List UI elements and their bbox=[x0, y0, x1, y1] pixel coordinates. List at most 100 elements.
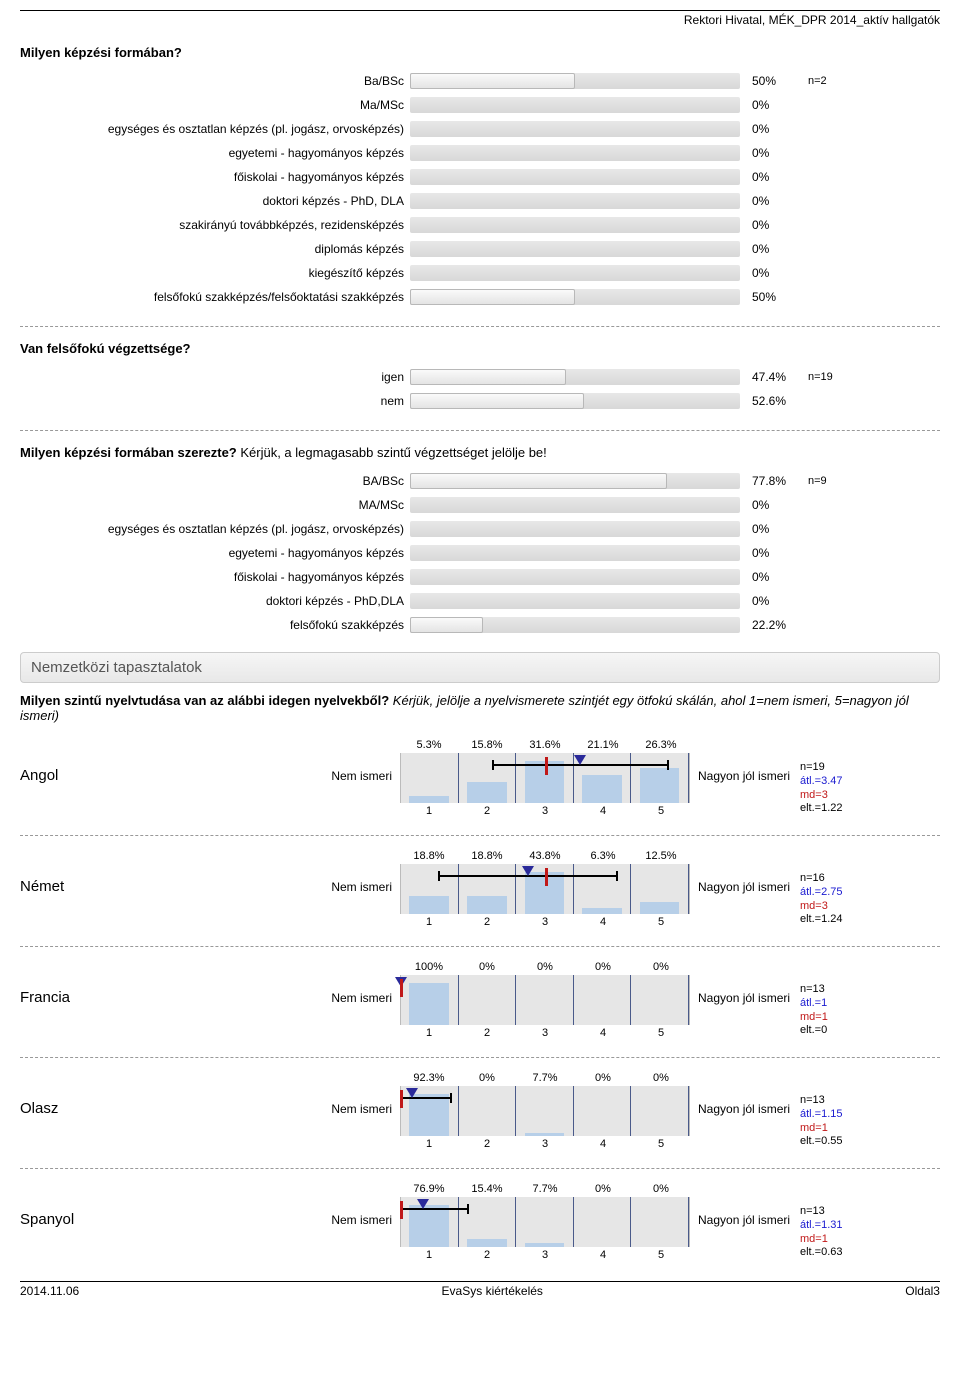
lang-block: AngolNem ismeri5.3%15.8%31.6%21.1%26.3%1… bbox=[20, 739, 940, 817]
stat-dev: elt.=0.55 bbox=[800, 1135, 900, 1149]
bar-row: igen47.4%n=19 bbox=[20, 366, 940, 388]
stat-mean: átl.=1.31 bbox=[800, 1219, 900, 1233]
scale-right-label: Nagyon jól ismeri bbox=[690, 1072, 800, 1116]
lang-stats: n=13átl.=1md=1elt.=0 bbox=[800, 961, 900, 1038]
hist-cell bbox=[574, 975, 632, 1025]
hist-cell bbox=[459, 864, 517, 914]
stat-n: n=13 bbox=[800, 1094, 900, 1108]
bar-note: n=19 bbox=[800, 371, 833, 383]
lang-axis: 12345 bbox=[400, 1138, 690, 1150]
axis-tick: 2 bbox=[458, 1249, 516, 1261]
axis-tick: 2 bbox=[458, 805, 516, 817]
stat-mean: átl.=3.47 bbox=[800, 775, 900, 789]
bar-label: főiskolai - hagyományos képzés bbox=[20, 570, 410, 584]
bar-fill bbox=[410, 473, 667, 489]
lang-name: Francia bbox=[20, 961, 140, 1006]
divider bbox=[20, 946, 940, 947]
hist-cell bbox=[459, 975, 517, 1025]
q2-rows: igen47.4%n=19nem52.6% bbox=[20, 366, 940, 412]
bar-pct: 0% bbox=[740, 194, 800, 208]
hist-bar bbox=[409, 896, 449, 914]
bar-track bbox=[410, 217, 740, 233]
lang-pct: 15.4% bbox=[458, 1183, 516, 1197]
lang-pct: 21.1% bbox=[574, 739, 632, 753]
bar-row: Ba/BSc50%n=2 bbox=[20, 70, 940, 92]
lang-pct: 92.3% bbox=[400, 1072, 458, 1086]
bar-pct: 22.2% bbox=[740, 618, 800, 632]
lang-axis: 12345 bbox=[400, 1027, 690, 1039]
bar-track bbox=[410, 473, 740, 489]
bar-pct: 0% bbox=[740, 522, 800, 536]
lang-pct: 0% bbox=[632, 1183, 690, 1197]
scale-left-label: Nem ismeri bbox=[140, 739, 400, 783]
bar-note: n=9 bbox=[800, 475, 827, 487]
divider bbox=[20, 835, 940, 836]
bar-track bbox=[410, 593, 740, 609]
intro-text: Milyen szintű nyelvtudása van az alábbi … bbox=[20, 693, 940, 723]
mean-marker bbox=[406, 1088, 418, 1098]
lang-pct: 43.8% bbox=[516, 850, 574, 864]
lang-row: NémetNem ismeri18.8%18.8%43.8%6.3%12.5%1… bbox=[20, 850, 940, 928]
lang-chart: 100%0%0%0%0%12345 bbox=[400, 961, 690, 1039]
lang-name: Olasz bbox=[20, 1072, 140, 1117]
hist-bar bbox=[525, 1133, 565, 1137]
lang-row: SpanyolNem ismeri76.9%15.4%7.7%0%0%12345… bbox=[20, 1183, 940, 1261]
hist-bar bbox=[640, 902, 680, 914]
hist-bar bbox=[409, 983, 449, 1025]
axis-tick: 1 bbox=[400, 1027, 458, 1039]
hist-cell bbox=[631, 864, 689, 914]
bar-pct: 0% bbox=[740, 122, 800, 136]
bar-pct: 0% bbox=[740, 498, 800, 512]
lang-row: FranciaNem ismeri100%0%0%0%0%12345Nagyon… bbox=[20, 961, 940, 1039]
lang-chart: 18.8%18.8%43.8%6.3%12.5%12345 bbox=[400, 850, 690, 928]
hist-cell bbox=[459, 753, 517, 803]
footer-page: Oldal3 bbox=[905, 1284, 940, 1298]
hist-bar bbox=[409, 1094, 449, 1136]
stat-median: md=3 bbox=[800, 789, 900, 803]
bar-label: felsőfokú szakképzés bbox=[20, 618, 410, 632]
bar-pct: 52.6% bbox=[740, 394, 800, 408]
lang-block: FranciaNem ismeri100%0%0%0%0%12345Nagyon… bbox=[20, 961, 940, 1039]
lang-pct: 31.6% bbox=[516, 739, 574, 753]
bar-fill bbox=[410, 369, 566, 385]
hist-bar bbox=[640, 768, 680, 803]
bar-pct: 47.4% bbox=[740, 370, 800, 384]
scale-left-label: Nem ismeri bbox=[140, 1183, 400, 1227]
scale-right-label: Nagyon jól ismeri bbox=[690, 850, 800, 894]
lang-pct: 0% bbox=[632, 1072, 690, 1086]
bar-label: főiskolai - hagyományos képzés bbox=[20, 170, 410, 184]
stat-mean: átl.=1.15 bbox=[800, 1108, 900, 1122]
hist-cell bbox=[401, 1197, 459, 1247]
bar-pct: 0% bbox=[740, 546, 800, 560]
stat-mean: átl.=2.75 bbox=[800, 886, 900, 900]
lang-histogram bbox=[400, 975, 690, 1025]
stat-dev: elt.=1.24 bbox=[800, 913, 900, 927]
bar-label: kiegészítő képzés bbox=[20, 266, 410, 280]
bar-row: felsőfokú szakképzés/felsőoktatási szakk… bbox=[20, 286, 940, 308]
axis-tick: 2 bbox=[458, 916, 516, 928]
lang-pct-row: 5.3%15.8%31.6%21.1%26.3% bbox=[400, 739, 690, 753]
lang-histogram bbox=[400, 753, 690, 803]
lang-pct-row: 76.9%15.4%7.7%0%0% bbox=[400, 1183, 690, 1197]
bar-pct: 50% bbox=[740, 290, 800, 304]
lang-pct: 0% bbox=[574, 961, 632, 975]
bar-note: n=2 bbox=[800, 75, 827, 87]
bar-track bbox=[410, 265, 740, 281]
bar-fill bbox=[410, 393, 584, 409]
stat-median: md=3 bbox=[800, 900, 900, 914]
lang-histogram bbox=[400, 1086, 690, 1136]
lang-pct: 18.8% bbox=[400, 850, 458, 864]
hist-cell bbox=[631, 1086, 689, 1136]
median-marker bbox=[400, 1090, 403, 1108]
axis-tick: 1 bbox=[400, 1138, 458, 1150]
bar-label: szakirányú továbbképzés, rezidensképzés bbox=[20, 218, 410, 232]
bar-track bbox=[410, 497, 740, 513]
bar-pct: 77.8% bbox=[740, 474, 800, 488]
bar-track bbox=[410, 545, 740, 561]
hist-cell bbox=[574, 864, 632, 914]
bar-pct: 0% bbox=[740, 98, 800, 112]
hist-bar bbox=[467, 1239, 507, 1247]
lang-axis: 12345 bbox=[400, 805, 690, 817]
stat-median: md=1 bbox=[800, 1011, 900, 1025]
bar-label: doktori képzés - PhD,DLA bbox=[20, 594, 410, 608]
